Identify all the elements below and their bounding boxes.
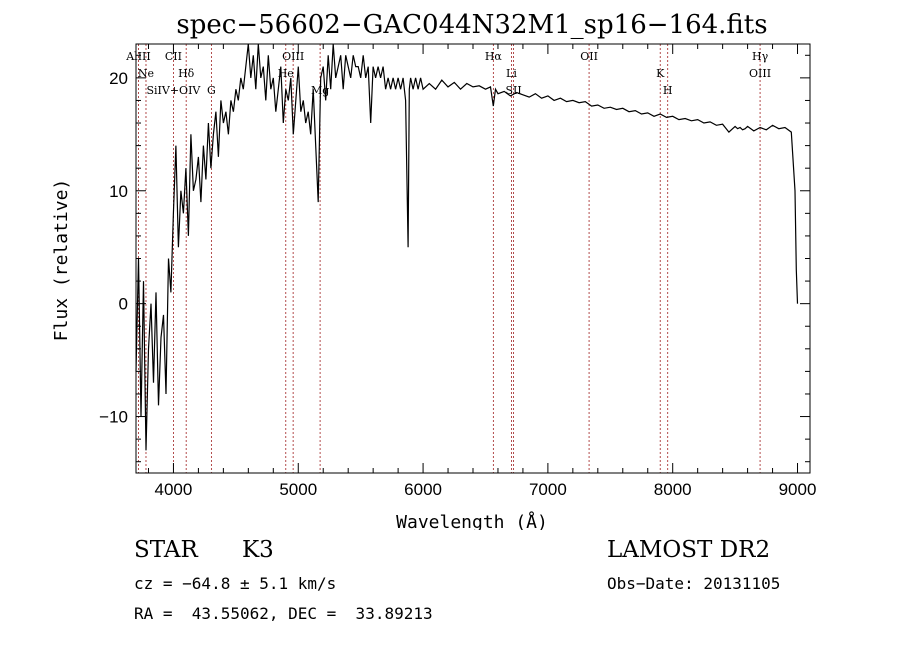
marker-label: SiIV+OIV [147, 84, 202, 97]
object-class: STAR [134, 537, 198, 563]
x-axis-label: Wavelength (Å) [396, 511, 548, 530]
x-tick-label: 4000 [155, 480, 193, 499]
emission-line-labels: AlIIINeSiIV+OIVCIIHδGOIIIHeMgHαLiSIIOIIK… [125, 50, 771, 97]
y-tick-label: −10 [99, 408, 128, 427]
marker-label: Hγ [752, 50, 769, 63]
chart-title: spec−56602−GAC044N32M1_sp16−164.fits [176, 10, 767, 40]
subclass: K3 [242, 537, 274, 563]
x-tick-label: 8000 [654, 480, 692, 499]
y-tick-label: 20 [109, 69, 128, 88]
obs-date: Obs−Date: 20131105 [607, 574, 781, 593]
redshift-value: cz = −64.8 ± 5.1 km/s [134, 574, 337, 593]
marker-label: CII [165, 50, 182, 63]
marker-label: H [663, 84, 673, 97]
marker-label: K [656, 67, 665, 80]
x-tick-label: 5000 [279, 480, 317, 499]
marker-label: OIII [282, 50, 304, 63]
survey-name: LAMOST DR2 [607, 537, 771, 563]
x-tick-label: 6000 [404, 480, 442, 499]
x-tick-label: 9000 [779, 480, 817, 499]
y-axis-ticks: −10 0 10 20 [99, 54, 810, 463]
marker-label: AlIII [125, 50, 151, 63]
marker-label: Hα [485, 50, 503, 63]
x-axis-ticks: 4000 5000 6000 7000 8000 9000 [147, 44, 817, 499]
marker-label: Li [506, 67, 517, 80]
y-tick-label: 10 [109, 182, 128, 201]
y-tick-label: 0 [119, 295, 128, 314]
x-tick-label: 7000 [529, 480, 567, 499]
y-axis-label: Flux (relative) [51, 179, 72, 342]
plot-frame [135, 43, 811, 474]
marker-label: Ne [138, 67, 154, 80]
marker-label: OII [580, 50, 598, 63]
spectrum-chart: spec−56602−GAC044N32M1_sp16−164.fits AlI… [51, 10, 817, 530]
marker-label: SII [505, 84, 521, 97]
marker-label: Hδ [178, 67, 195, 80]
marker-label: OIII [749, 67, 771, 80]
marker-label: G [207, 84, 216, 97]
coordinates: RA = 43.55062, DEC = 33.89213 [134, 604, 433, 623]
spectrum-line [135, 43, 799, 451]
emission-line-markers [138, 44, 761, 473]
